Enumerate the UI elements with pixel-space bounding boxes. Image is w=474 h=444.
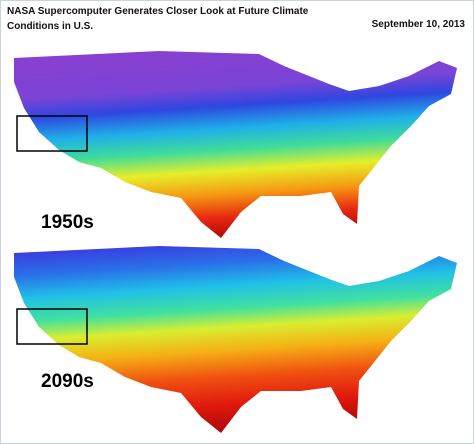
us-map	[14, 246, 457, 433]
us-map	[14, 51, 457, 238]
highlight-box	[16, 115, 88, 152]
map-2090s: 2090s	[14, 246, 457, 433]
highlight-box	[16, 308, 88, 345]
map-1950s: 1950s	[14, 51, 457, 238]
headline: NASA Supercomputer Generates Closer Look…	[7, 6, 309, 32]
map-label: 2090s	[41, 371, 94, 392]
map-label: 1950s	[41, 212, 94, 233]
date: September 10, 2013	[371, 19, 465, 30]
